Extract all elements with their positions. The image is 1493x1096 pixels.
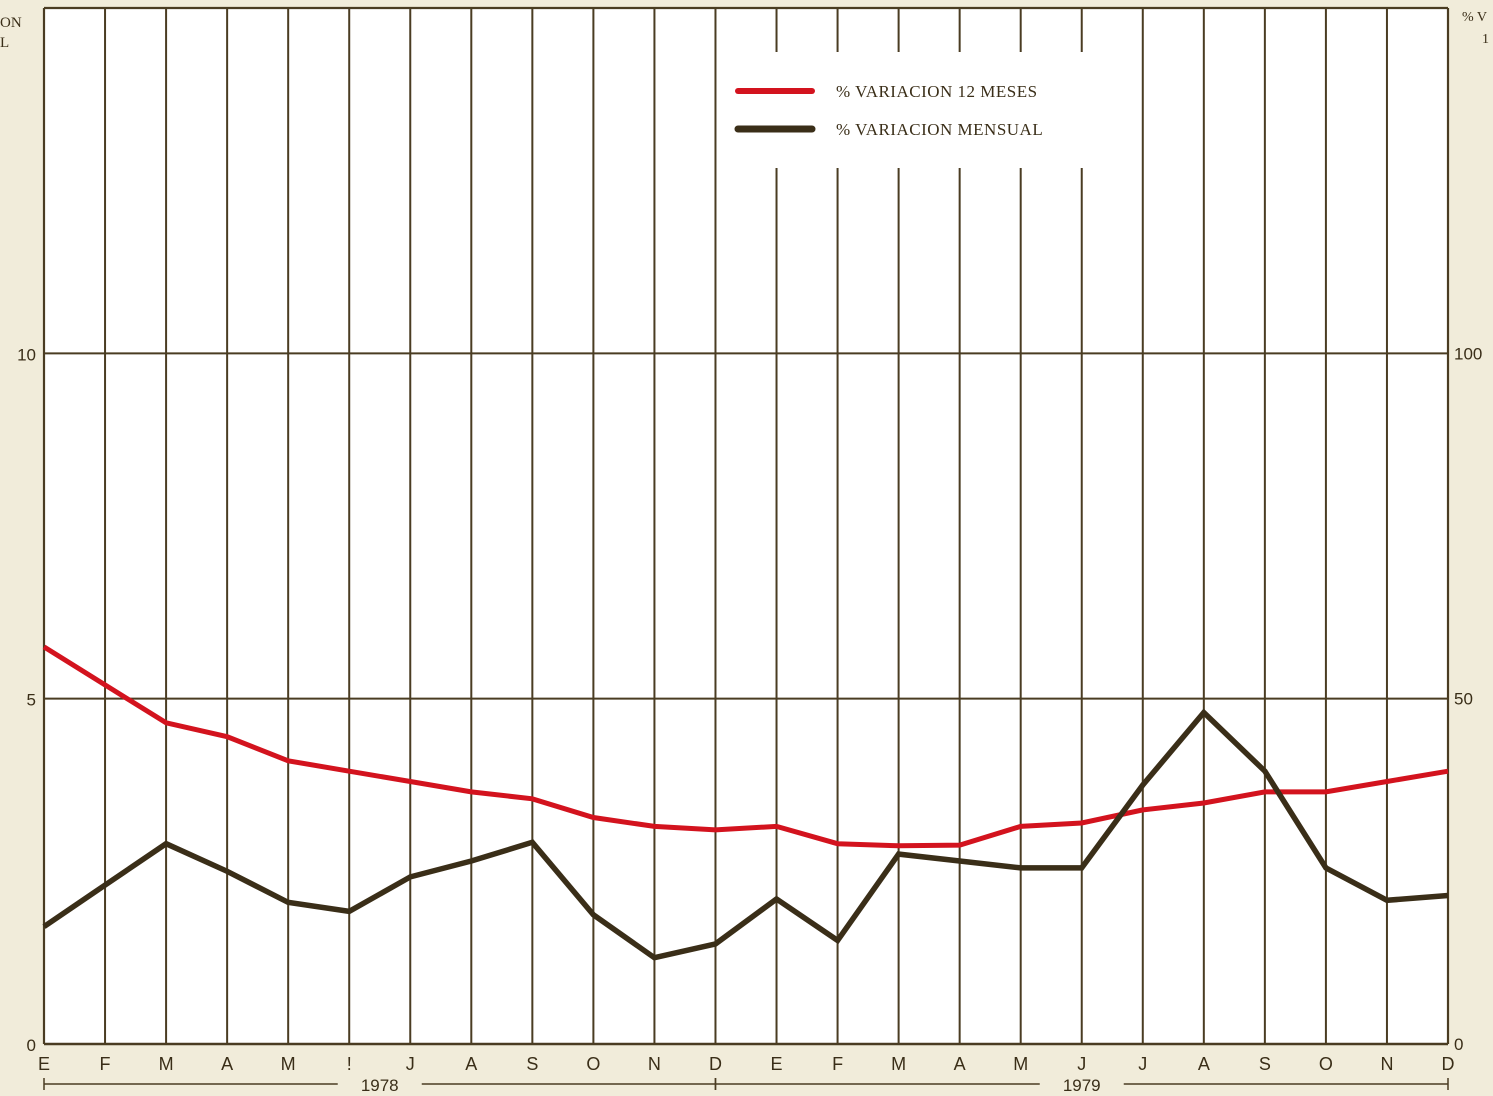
x-tick-label: D bbox=[1442, 1054, 1455, 1074]
x-tick-label: O bbox=[586, 1054, 600, 1074]
left-axis-title-line-2: L bbox=[0, 35, 9, 51]
x-tick-label: F bbox=[832, 1054, 843, 1074]
plot-area bbox=[44, 8, 1448, 1044]
x-tick-label: J bbox=[406, 1054, 415, 1074]
right-axis-title-line-2: 1 bbox=[1482, 32, 1489, 47]
x-tick-label: J bbox=[1077, 1054, 1086, 1074]
x-tick-label: D bbox=[709, 1054, 722, 1074]
x-tick-label: F bbox=[100, 1054, 111, 1074]
x-tick-label: A bbox=[954, 1054, 966, 1074]
right-axis-tick-label: 100 bbox=[1454, 344, 1482, 363]
x-tick-label: M bbox=[281, 1054, 296, 1074]
right-axis-title-line-1: % V bbox=[1462, 10, 1487, 25]
x-tick-label: N bbox=[648, 1054, 661, 1074]
legend-label: % VARIACION 12 MESES bbox=[836, 82, 1038, 101]
x-tick-label: M bbox=[159, 1054, 174, 1074]
x-tick-label: ! bbox=[347, 1054, 352, 1074]
right-axis-tick-label: 50 bbox=[1454, 690, 1473, 709]
series-line-12-meses bbox=[42, 644, 1449, 849]
grid bbox=[42, 6, 1450, 1046]
left-axis-tick-label: 0 bbox=[27, 1036, 36, 1055]
x-tick-label: E bbox=[38, 1054, 50, 1074]
x-tick-label: A bbox=[465, 1054, 477, 1074]
right-axis-tick-label: 0 bbox=[1454, 1035, 1463, 1054]
left-axis-title-line-1: ON bbox=[0, 15, 22, 31]
x-tick-label: A bbox=[221, 1054, 233, 1074]
x-tick-label: S bbox=[526, 1054, 538, 1074]
x-tick-label: N bbox=[1380, 1054, 1393, 1074]
x-tick-label: E bbox=[771, 1054, 783, 1074]
x-tick-label: M bbox=[891, 1054, 906, 1074]
series-line-mensual bbox=[42, 708, 1449, 961]
left-axis-tick-label: 5 bbox=[27, 691, 36, 710]
legend-label: % VARIACION MENSUAL bbox=[836, 120, 1043, 139]
legend: % VARIACION 12 MESES % VARIACION MENSUAL bbox=[734, 82, 1043, 139]
x-tick-label: J bbox=[1138, 1054, 1147, 1074]
year-label: 1978 bbox=[361, 1076, 399, 1095]
x-tick-label: A bbox=[1198, 1054, 1210, 1074]
left-axis-tick-label: 10 bbox=[17, 345, 36, 364]
x-tick-label: O bbox=[1319, 1054, 1333, 1074]
series-layer bbox=[42, 644, 1449, 961]
x-tick-label: S bbox=[1259, 1054, 1271, 1074]
year-label: 1979 bbox=[1063, 1076, 1101, 1095]
x-tick-label: M bbox=[1013, 1054, 1028, 1074]
